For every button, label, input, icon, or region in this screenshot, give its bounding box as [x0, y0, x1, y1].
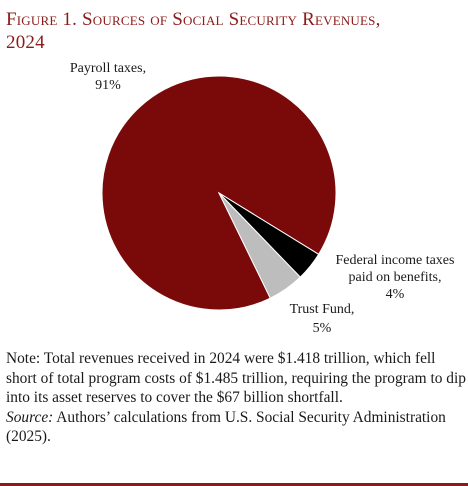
note-text: Note: Total revenues received in 2024 we…: [6, 350, 466, 406]
pie-slice-2: [218, 192, 301, 299]
figure-title-line-1: Figure 1. Sources of Social Security Rev…: [6, 9, 381, 30]
pie-slice-label-2-line-0: Trust Fund,: [290, 302, 355, 317]
pie-slice-label-2-line-1: 5%: [313, 321, 332, 336]
pie-slice-label-2: Trust Fund, 5%: [290, 302, 355, 336]
bottom-rule: [0, 483, 468, 486]
pie-chart-svg: Payroll taxes, 91% Federal income taxes pai…: [70, 61, 455, 336]
pie-slice-label-0: Payroll taxes, 91%: [70, 61, 146, 93]
figure-title-line-2: 2024: [6, 32, 45, 53]
pie-slice-label-0-line-1: 91%: [95, 78, 121, 93]
pie-slice-label-1: Federal income taxes paid on benefits, 4%: [336, 253, 455, 302]
pie-slice-label-1-line-1: paid on benefits,: [349, 270, 442, 285]
pie-slice-label-1-line-0: Federal income taxes: [336, 253, 455, 268]
pie-chart: Payroll taxes, 91% Federal income taxes pai…: [0, 55, 468, 345]
figure-note: Note: Total revenues received in 2024 we…: [6, 349, 466, 447]
pie-slice-label-0-line-0: Payroll taxes,: [70, 61, 146, 76]
source-text: Authors’ calculations from U.S. Social S…: [6, 408, 446, 446]
pie-slice-label-1-line-2: 4%: [386, 287, 405, 302]
source-line: Source: Authors’ calculations from U.S. …: [6, 408, 466, 447]
figure-title: Figure 1. Sources of Social Security Rev…: [6, 8, 462, 54]
source-label: Source:: [6, 408, 54, 426]
